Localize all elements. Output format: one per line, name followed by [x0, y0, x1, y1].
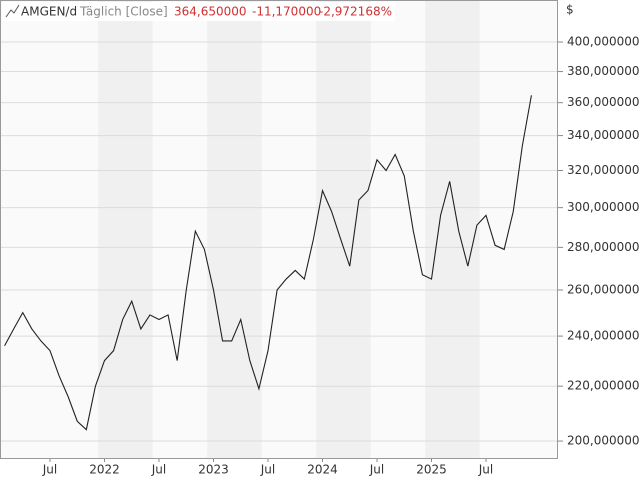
- chart-subtitle: Täglich [Close]: [79, 5, 168, 19]
- x-tick-label: Jul: [260, 463, 275, 477]
- x-tick-label: Jul: [151, 463, 166, 477]
- price-line: [4, 95, 532, 431]
- x-tick-label: 2025: [416, 463, 447, 477]
- x-tick-label: 2024: [307, 463, 338, 477]
- x-tick-label: Jul: [42, 463, 57, 477]
- y-tick-label: 300,000000: [567, 200, 640, 214]
- annotation: -2,972168%: [319, 5, 392, 19]
- x-tick-label: 2022: [89, 463, 120, 477]
- y-axis-label: $: [566, 3, 574, 17]
- y-tick-label: 320,000000: [567, 163, 640, 177]
- y-tick-label: 200,000000: [567, 434, 640, 448]
- annotation: -11,170000: [252, 5, 321, 19]
- x-tick-label: Jul: [478, 463, 493, 477]
- y-tick-label: 380,000000: [567, 64, 640, 78]
- band: [316, 0, 371, 458]
- header: AMGEN/d Täglich [Close] 364,650000 -11,1…: [2, 2, 395, 21]
- y-tick-label: 220,000000: [567, 379, 640, 393]
- annotation: 364,650000: [174, 5, 247, 19]
- y-tick-label: 340,000000: [567, 128, 640, 142]
- band: [425, 0, 480, 458]
- plot-border: [0, 0, 558, 459]
- y-tick-label: 400,000000: [567, 35, 640, 49]
- line-icon: [5, 4, 20, 18]
- y-tick-label: 240,000000: [567, 329, 640, 343]
- x-tick-label: 2023: [198, 463, 229, 477]
- y-tick-label: 260,000000: [567, 283, 640, 297]
- y-tick-label: 360,000000: [567, 95, 640, 109]
- header-box: [2, 2, 395, 21]
- x-tick-label: Jul: [369, 463, 384, 477]
- y-tick-label: 280,000000: [567, 240, 640, 254]
- band: [207, 0, 262, 458]
- chart-title: AMGEN/d: [21, 5, 77, 19]
- band: [98, 0, 153, 458]
- plot-area: [0, 0, 558, 458]
